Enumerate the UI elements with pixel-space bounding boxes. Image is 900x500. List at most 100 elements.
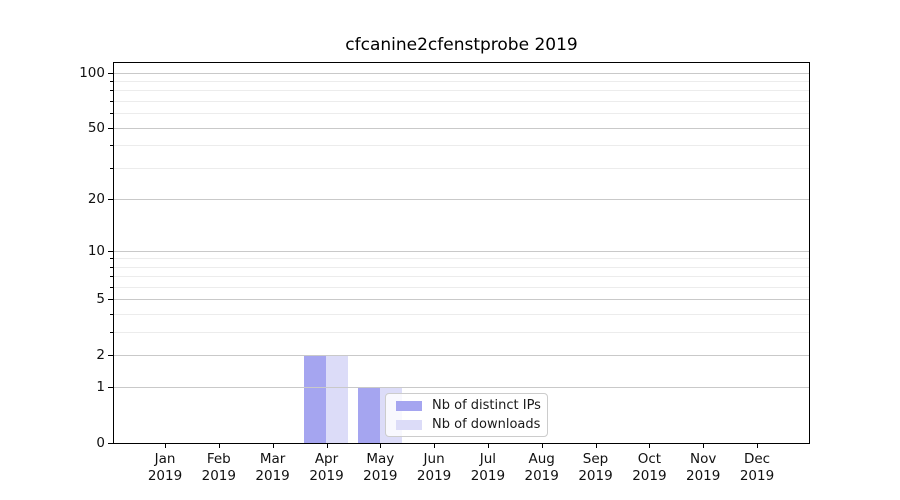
y-minor-tick	[110, 276, 113, 278]
x-tick-month: Jan	[154, 451, 176, 467]
y-tick-label: 0	[96, 435, 105, 451]
x-tick	[649, 444, 651, 448]
x-tick	[757, 444, 758, 448]
x-tick	[541, 444, 543, 448]
y-tick-label: 5	[96, 291, 105, 308]
gridline-minor	[114, 113, 809, 115]
chart-title: cfcanine2cfenstprobe 2019	[345, 35, 578, 55]
gridline-major	[114, 354, 809, 356]
plot-area	[113, 62, 810, 444]
y-minor-tick	[110, 113, 113, 115]
y-tick-label: 100	[79, 64, 105, 81]
x-tick-month: Apr	[314, 451, 339, 467]
y-tick	[108, 299, 113, 301]
x-tick-label: Jan 2019	[135, 451, 195, 484]
legend-label: Nb of distinct IPs	[432, 398, 541, 413]
gridlines-layer	[114, 63, 809, 443]
gridline-minor	[114, 81, 809, 83]
x-tick-year: 2019	[416, 467, 452, 484]
y-tick	[108, 443, 113, 444]
legend-item: Nb of distinct IPs	[396, 398, 547, 413]
x-tick-year: 2019	[147, 467, 183, 484]
x-tick-year: 2019	[739, 467, 775, 484]
y-minor-tick	[110, 145, 113, 146]
x-tick-month: Jul	[479, 451, 497, 467]
x-tick-label: Feb 2019	[189, 451, 249, 484]
x-tick	[272, 444, 274, 448]
legend-swatch-downloads	[396, 419, 422, 430]
legend-item: Nb of downloads	[396, 417, 547, 432]
legend-swatch-distinct-ips	[396, 400, 422, 411]
y-tick	[108, 198, 113, 200]
x-tick-month: Nov	[690, 451, 717, 467]
y-tick-label: 20	[87, 190, 105, 207]
gridline-minor	[114, 101, 809, 102]
gridline-major	[114, 250, 809, 252]
y-tick-label: 1	[96, 379, 105, 396]
x-tick-label: Mar 2019	[243, 451, 303, 484]
y-minor-tick	[110, 167, 113, 169]
x-tick	[218, 444, 220, 448]
y-tick	[108, 250, 113, 252]
x-tick-month: Feb	[206, 451, 231, 467]
x-tick-label: Sep 2019	[566, 451, 626, 484]
y-tick	[108, 72, 113, 74]
x-tick-label: Apr 2019	[297, 451, 357, 484]
x-tick-label: Jul 2019	[458, 451, 518, 484]
y-tick-label: 10	[87, 242, 105, 259]
gridline-minor	[114, 331, 809, 333]
bar-distinct-ips	[358, 387, 381, 443]
y-tick-label: 2	[96, 346, 105, 363]
x-tick-month: Oct	[637, 451, 662, 467]
y-tick	[108, 127, 113, 129]
legend: Nb of distinct IPs Nb of downloads	[385, 393, 548, 437]
y-minor-tick	[110, 286, 113, 288]
x-tick-year: 2019	[470, 467, 506, 484]
y-minor-tick	[110, 81, 113, 83]
y-minor-tick	[110, 258, 113, 260]
x-tick-label: May 2019	[350, 451, 410, 484]
x-tick-year: 2019	[578, 467, 613, 484]
x-tick-year: 2019	[255, 467, 290, 484]
gridline-major	[114, 299, 809, 301]
y-minor-tick	[110, 313, 113, 315]
gridline-major	[114, 198, 809, 200]
x-tick-label: Oct 2019	[619, 451, 679, 484]
x-tick	[595, 444, 597, 448]
x-tick	[487, 444, 489, 448]
x-tick-year: 2019	[363, 467, 398, 484]
y-tick-label: 50	[87, 119, 105, 136]
y-minor-tick	[110, 331, 113, 333]
gridline-minor	[114, 145, 809, 146]
y-minor-tick	[110, 266, 113, 268]
legend-label: Nb of downloads	[432, 417, 541, 432]
x-tick-month: May	[366, 451, 395, 467]
x-tick-year: 2019	[686, 467, 721, 484]
gridline-major	[114, 127, 809, 129]
x-tick-label: Jun 2019	[404, 451, 464, 484]
x-tick-month: Sep	[582, 451, 609, 467]
y-minor-tick	[110, 101, 113, 102]
x-tick	[326, 444, 328, 448]
gridline-minor	[114, 258, 809, 260]
gridline-minor	[114, 276, 809, 278]
x-tick-label: Aug 2019	[512, 451, 572, 484]
gridline-major	[114, 387, 809, 389]
x-tick	[165, 444, 166, 448]
gridline-minor	[114, 167, 809, 169]
x-tick-label: Dec 2019	[727, 451, 787, 484]
y-minor-tick	[110, 90, 113, 92]
gridline-major	[114, 72, 809, 74]
x-tick-year: 2019	[524, 467, 559, 484]
y-tick	[108, 387, 113, 389]
x-tick	[434, 444, 436, 448]
gridline-minor	[114, 90, 809, 92]
x-tick	[703, 444, 705, 448]
x-tick-month: Dec	[743, 451, 771, 467]
gridline-minor	[114, 313, 809, 315]
x-tick-year: 2019	[201, 467, 236, 484]
x-tick-year: 2019	[632, 467, 667, 484]
x-tick	[380, 444, 382, 448]
x-tick-month: Jun	[423, 451, 445, 467]
x-tick-label: Nov 2019	[673, 451, 733, 484]
